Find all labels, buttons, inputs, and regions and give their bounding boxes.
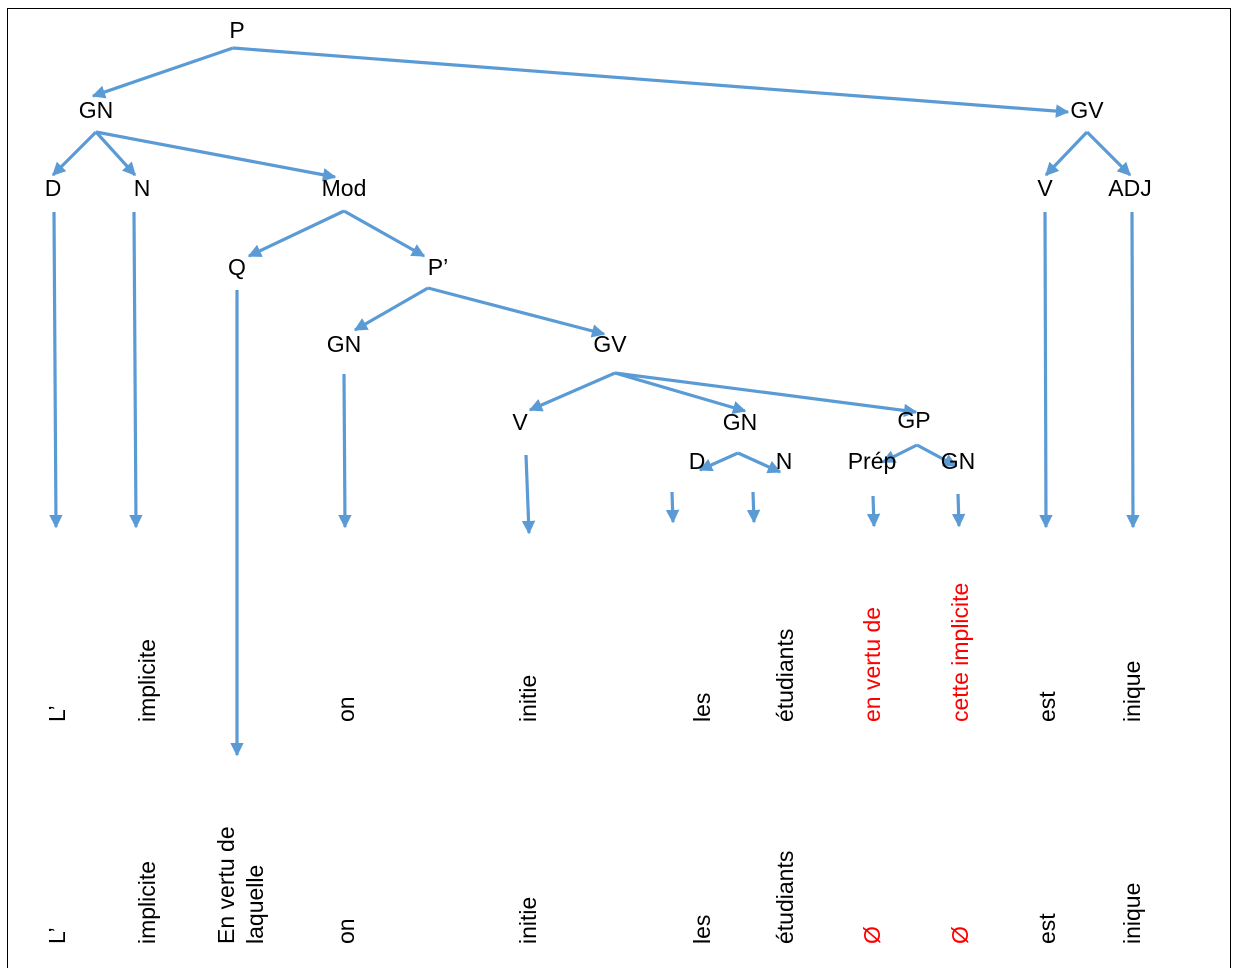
surface-word-highlight: en vertu de — [859, 607, 885, 722]
node-v: V — [1037, 175, 1053, 201]
final-word: initie — [515, 897, 541, 944]
edge-d2-lexical — [665, 491, 680, 524]
edge-gn4-lexical — [951, 493, 966, 528]
node-v2: V — [512, 409, 528, 435]
edge-v-lexical — [1039, 211, 1053, 529]
node-d2: D — [689, 448, 706, 474]
edge-mod-pprime — [343, 209, 426, 258]
node-p-prime: P’ — [428, 254, 448, 280]
surface-word: initie — [515, 675, 541, 722]
final-word: L’ — [44, 927, 70, 944]
edge-gv2-gp — [614, 371, 918, 418]
edge-pprime-gn — [353, 286, 429, 332]
edge-p-gn — [91, 46, 234, 99]
edge-gv2-v — [528, 371, 616, 412]
node-d: D — [45, 175, 62, 201]
edge-gv2-gn — [614, 371, 747, 415]
edge-n2-lexical — [746, 491, 761, 524]
node-gp: GP — [897, 407, 930, 433]
edge-adj-lexical — [1126, 211, 1140, 529]
surface-word: est — [1034, 691, 1060, 722]
node-gn2: GN — [327, 331, 362, 357]
edge-prep-lexical — [866, 495, 881, 528]
node-gv: GV — [1070, 97, 1104, 123]
surface-word: L’ — [44, 705, 70, 722]
node-gn3: GN — [723, 409, 758, 435]
edge-d-lexical — [49, 211, 63, 529]
final-word: on — [333, 918, 359, 944]
tree-nodes: P GN GV D N Mod V ADJ Q P’ GN GV V GN GP… — [45, 17, 1152, 474]
node-n: N — [134, 175, 151, 201]
final-word: implicite — [134, 861, 160, 944]
surface-word-highlight: cette implicite — [947, 583, 973, 722]
edge-gn-mod — [95, 130, 337, 182]
node-gn4: GN — [941, 448, 976, 474]
edge-gn3-n — [737, 451, 782, 474]
edge-gv-adj — [1085, 130, 1132, 177]
final-word: les — [689, 915, 715, 944]
node-adj: ADJ — [1108, 175, 1151, 201]
edge-gn-n — [94, 130, 137, 177]
surface-word: on — [333, 696, 359, 722]
tree-edges — [49, 46, 1140, 757]
edge-mod-q — [247, 209, 345, 258]
final-word: étudiants — [772, 851, 798, 944]
edge-gn-d — [51, 130, 98, 177]
surface-word: les — [689, 693, 715, 722]
final-word: inique — [1119, 883, 1145, 944]
edge-gn3-d — [698, 451, 739, 472]
edge-gn2-lexical — [338, 373, 352, 529]
edge-n-lexical — [129, 211, 143, 529]
edge-gp-prep — [881, 443, 918, 464]
surface-word: inique — [1119, 661, 1145, 722]
final-word: laquelle — [242, 865, 268, 944]
final-word-null: Ø — [947, 926, 973, 944]
final-word: est — [1034, 913, 1060, 944]
node-gv2: GV — [593, 331, 627, 357]
surface-words: L’ implicite on initie les étudiants en … — [44, 583, 1145, 722]
node-gn: GN — [79, 97, 114, 123]
edge-gv-v — [1044, 130, 1089, 177]
edge-p-gv — [232, 46, 1070, 118]
edge-pprime-gv — [427, 286, 606, 338]
node-p: P — [229, 17, 244, 43]
surface-word: étudiants — [772, 629, 798, 722]
node-mod: Mod — [322, 175, 367, 201]
final-words: L’ implicite En vertu de laquelle on ini… — [44, 826, 1145, 944]
final-word-null: Ø — [859, 926, 885, 944]
node-prep: Prép — [848, 448, 897, 474]
node-n2: N — [776, 448, 793, 474]
diagram-frame — [7, 8, 1231, 968]
edge-gp-gn — [916, 443, 958, 468]
edge-v2-lexical — [521, 454, 536, 535]
surface-word: implicite — [134, 639, 160, 722]
node-q: Q — [228, 254, 246, 280]
final-word: En vertu de — [213, 826, 239, 944]
